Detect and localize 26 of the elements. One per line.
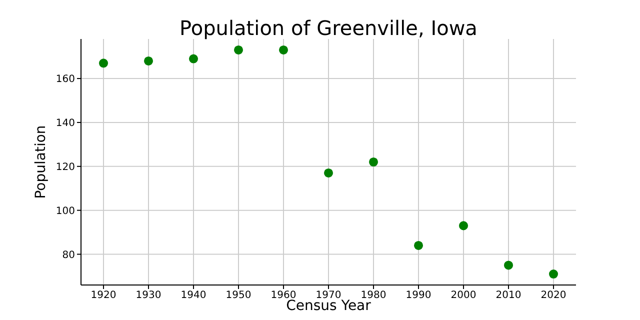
y-tick-label: 140 — [56, 118, 75, 130]
point — [234, 45, 244, 54]
x-tick-label: 1940 — [180, 290, 206, 302]
x-tick-label: 1920 — [90, 290, 116, 302]
point — [144, 56, 154, 66]
y-tick-label: 80 — [62, 250, 75, 261]
point — [548, 270, 558, 279]
y-tick-label: 100 — [56, 206, 75, 217]
x-tick-label: 2000 — [450, 290, 476, 302]
x-tick-label: 1930 — [136, 290, 162, 302]
point — [504, 260, 514, 270]
point — [368, 157, 378, 167]
x-tick-label: 1950 — [226, 290, 252, 302]
point — [188, 54, 198, 64]
point — [98, 58, 108, 68]
x-tick-label: 1990 — [406, 290, 432, 302]
y-axis-title: Population — [32, 125, 49, 199]
chart-title: Population of Greenville, Iowa — [178, 16, 478, 40]
point — [324, 168, 334, 178]
point — [458, 221, 468, 230]
y-tick-label: 120 — [56, 162, 75, 173]
x-tick-label: 2020 — [540, 290, 566, 302]
point — [278, 45, 288, 54]
x-tick-label: 2010 — [496, 290, 522, 302]
point — [414, 240, 424, 250]
y-tick-label: 160 — [56, 74, 75, 86]
